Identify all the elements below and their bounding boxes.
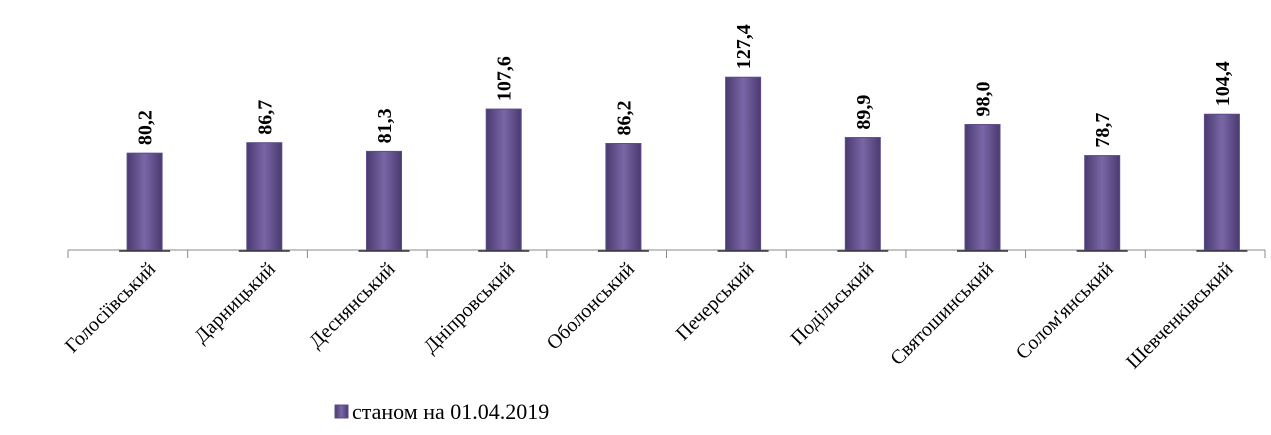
x-tick-label: Голосіївський [61, 258, 161, 358]
data-label: 107,6 [494, 56, 516, 101]
bar [246, 142, 283, 251]
x-tick-label: Солом'янський [1012, 258, 1118, 364]
x-tick-label: Подільський [787, 258, 879, 350]
bar [725, 76, 762, 251]
bar [844, 137, 881, 251]
x-tick-label: Дарницький [190, 258, 280, 348]
data-label: 104,4 [1212, 61, 1234, 106]
x-tick-label: Святошинський [886, 258, 998, 370]
data-label: 86,7 [254, 100, 276, 135]
data-label: 89,9 [853, 95, 875, 130]
x-tick-label: Оболонський [543, 258, 639, 354]
bar [1084, 155, 1121, 251]
x-tick-label: Деснянський [305, 258, 400, 353]
x-tick-label: Печерський [672, 258, 759, 345]
bar [366, 150, 403, 251]
data-label: 80,2 [135, 110, 157, 145]
legend-label: станом на 01.04.2019 [352, 399, 549, 424]
data-label: 98,0 [973, 82, 995, 117]
bar [964, 124, 1001, 251]
bar [1203, 113, 1240, 251]
data-label: 81,3 [374, 108, 396, 143]
data-label: 127,4 [733, 24, 755, 69]
x-tick-label: Шевченківський [1122, 258, 1238, 374]
bar [126, 152, 163, 251]
bar [485, 108, 522, 251]
legend-swatch [334, 404, 349, 419]
bar [605, 143, 642, 251]
data-label: 78,7 [1092, 113, 1114, 148]
x-tick-label: Дніпровський [419, 258, 519, 358]
data-label: 86,2 [613, 101, 635, 136]
